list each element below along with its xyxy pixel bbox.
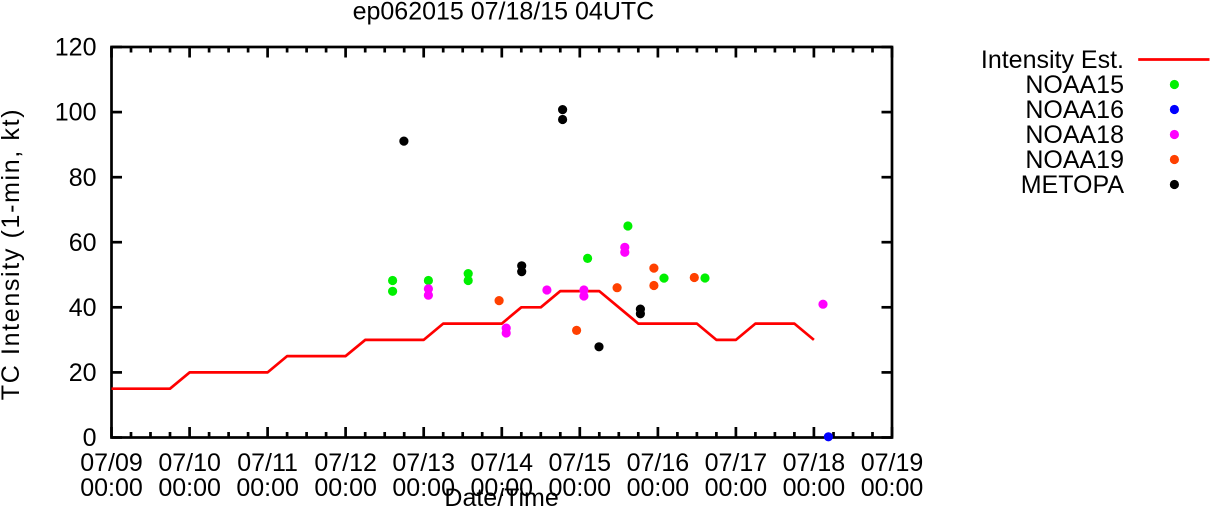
svg-text:00:00: 00:00 xyxy=(236,474,299,502)
svg-text:00:00: 00:00 xyxy=(627,474,690,502)
svg-text:00:00: 00:00 xyxy=(158,474,221,502)
svg-text:ep062015 07/18/15 04UTC: ep062015 07/18/15 04UTC xyxy=(353,0,655,26)
svg-text:00:00: 00:00 xyxy=(861,474,924,502)
svg-text:40: 40 xyxy=(69,294,97,322)
svg-text:100: 100 xyxy=(55,99,97,127)
svg-text:07/09: 07/09 xyxy=(80,449,143,477)
svg-text:00:00: 00:00 xyxy=(705,474,768,502)
svg-text:TC Intensity (1-min, kt): TC Intensity (1-min, kt) xyxy=(0,108,25,400)
svg-text:07/12: 07/12 xyxy=(314,449,377,477)
svg-text:07/15: 07/15 xyxy=(549,449,612,477)
svg-text:0: 0 xyxy=(83,424,97,452)
svg-text:07/13: 07/13 xyxy=(392,449,455,477)
svg-text:NOAA18: NOAA18 xyxy=(1025,121,1124,149)
svg-text:07/17: 07/17 xyxy=(705,449,768,477)
svg-text:07/16: 07/16 xyxy=(627,449,690,477)
svg-text:00:00: 00:00 xyxy=(783,474,846,502)
svg-text:00:00: 00:00 xyxy=(471,474,534,502)
svg-text:NOAA15: NOAA15 xyxy=(1025,71,1124,99)
svg-text:07/19: 07/19 xyxy=(861,449,924,477)
svg-text:Date/Time: Date/Time xyxy=(444,484,558,509)
svg-text:60: 60 xyxy=(69,229,97,257)
svg-text:20: 20 xyxy=(69,359,97,387)
svg-text:00:00: 00:00 xyxy=(314,474,377,502)
svg-text:Intensity Est.: Intensity Est. xyxy=(981,46,1124,74)
svg-text:00:00: 00:00 xyxy=(80,474,143,502)
svg-text:07/11: 07/11 xyxy=(237,449,298,477)
svg-text:00:00: 00:00 xyxy=(549,474,612,502)
svg-text:07/18: 07/18 xyxy=(783,449,846,477)
svg-text:NOAA19: NOAA19 xyxy=(1025,146,1124,174)
svg-text:07/14: 07/14 xyxy=(471,449,534,477)
svg-text:METOPA: METOPA xyxy=(1021,171,1125,199)
svg-text:80: 80 xyxy=(69,164,97,192)
svg-text:07/10: 07/10 xyxy=(158,449,221,477)
svg-text:120: 120 xyxy=(55,34,97,62)
svg-text:NOAA16: NOAA16 xyxy=(1025,96,1124,124)
svg-text:00:00: 00:00 xyxy=(392,474,455,502)
